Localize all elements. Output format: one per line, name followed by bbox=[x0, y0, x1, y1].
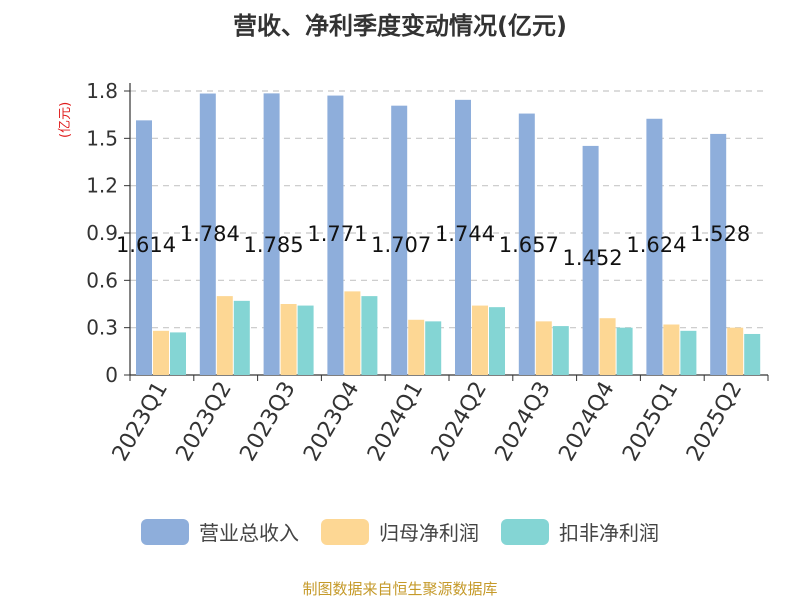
y-tick-label: 1.8 bbox=[86, 79, 118, 103]
bar-revenue bbox=[582, 145, 599, 375]
bar-net-profit bbox=[153, 330, 169, 375]
bar-revenue bbox=[455, 99, 471, 375]
y-tick-label: 0 bbox=[105, 363, 118, 387]
bar-revenue bbox=[327, 95, 344, 375]
legend-label-revenue: 营业总收入 bbox=[199, 521, 299, 545]
data-source-note: 制图数据来自恒生聚源数据库 bbox=[302, 580, 498, 598]
bar-deducted-profit bbox=[680, 330, 697, 375]
bar-net-profit bbox=[216, 296, 233, 375]
bar-net-profit bbox=[663, 324, 680, 375]
y-tick-label: 0.9 bbox=[86, 221, 118, 245]
bar-net-profit bbox=[599, 318, 616, 375]
legend: 营业总收入 归母净利润 扣非净利润 bbox=[0, 517, 800, 546]
bar-revenue bbox=[518, 113, 535, 375]
x-tick-label: 2023Q2 bbox=[172, 378, 237, 466]
x-tick-label: 2025Q2 bbox=[682, 378, 747, 466]
x-tick-label: 2023Q4 bbox=[299, 378, 364, 466]
chart-title: 营收、净利季度变动情况(亿元) bbox=[233, 12, 567, 40]
data-label: 1.785 bbox=[244, 233, 304, 257]
bar-net-profit bbox=[727, 327, 744, 375]
legend-item-net-profit[interactable]: 归母净利润 bbox=[321, 517, 479, 546]
bar-revenue bbox=[710, 133, 727, 375]
bar-net-profit bbox=[280, 304, 297, 375]
y-tick-label: 1.5 bbox=[86, 126, 118, 150]
legend-item-deducted-profit[interactable]: 扣非净利润 bbox=[501, 517, 659, 546]
bar-revenue bbox=[136, 120, 152, 375]
bar-deducted-profit bbox=[489, 307, 505, 375]
bar-revenue bbox=[391, 105, 408, 375]
bar-deducted-profit bbox=[744, 333, 761, 375]
x-tick-label: 2024Q2 bbox=[427, 378, 492, 466]
bar-deducted-profit bbox=[425, 321, 442, 375]
bar-revenue bbox=[263, 93, 280, 375]
x-tick-label: 2023Q1 bbox=[108, 378, 173, 466]
bar-net-profit bbox=[535, 321, 552, 375]
bar-revenue bbox=[646, 118, 663, 375]
legend-item-revenue[interactable]: 营业总收入 bbox=[141, 517, 299, 546]
x-tick-label: 2024Q1 bbox=[363, 378, 428, 466]
bar-deducted-profit bbox=[361, 296, 378, 375]
legend-swatch-net-profit bbox=[321, 518, 369, 545]
legend-label-deducted-profit: 扣非净利润 bbox=[559, 521, 659, 545]
bar-deducted-profit bbox=[170, 332, 186, 375]
x-tick-label: 2025Q1 bbox=[618, 378, 683, 466]
data-label: 1.744 bbox=[435, 222, 495, 246]
data-label: 1.614 bbox=[116, 233, 176, 257]
data-label: 1.452 bbox=[563, 246, 623, 270]
legend-label-net-profit: 归母净利润 bbox=[379, 521, 479, 545]
bar-deducted-profit bbox=[297, 305, 314, 375]
legend-swatch-deducted-profit bbox=[501, 518, 549, 545]
y-tick-label: 1.2 bbox=[86, 174, 118, 198]
data-label: 1.784 bbox=[180, 222, 240, 246]
x-tick-label: 2024Q3 bbox=[491, 378, 556, 466]
bar-deducted-profit bbox=[552, 326, 569, 375]
y-tick-label: 0.3 bbox=[86, 316, 118, 340]
data-label: 1.657 bbox=[499, 233, 559, 257]
data-label: 1.771 bbox=[307, 222, 367, 246]
bar-net-profit bbox=[408, 319, 425, 375]
data-label: 1.707 bbox=[371, 233, 431, 257]
x-tick-label: 2023Q3 bbox=[235, 378, 300, 466]
bar-deducted-profit bbox=[616, 327, 633, 375]
bar-net-profit bbox=[344, 291, 361, 375]
bar-net-profit bbox=[472, 305, 488, 375]
data-label: 1.528 bbox=[690, 222, 750, 246]
y-tick-label: 0.6 bbox=[86, 268, 118, 292]
data-label: 1.624 bbox=[626, 233, 686, 257]
bar-deducted-profit bbox=[233, 300, 250, 375]
legend-swatch-revenue bbox=[141, 518, 189, 545]
bar-revenue bbox=[199, 93, 216, 375]
x-tick-label: 2024Q4 bbox=[554, 378, 619, 466]
